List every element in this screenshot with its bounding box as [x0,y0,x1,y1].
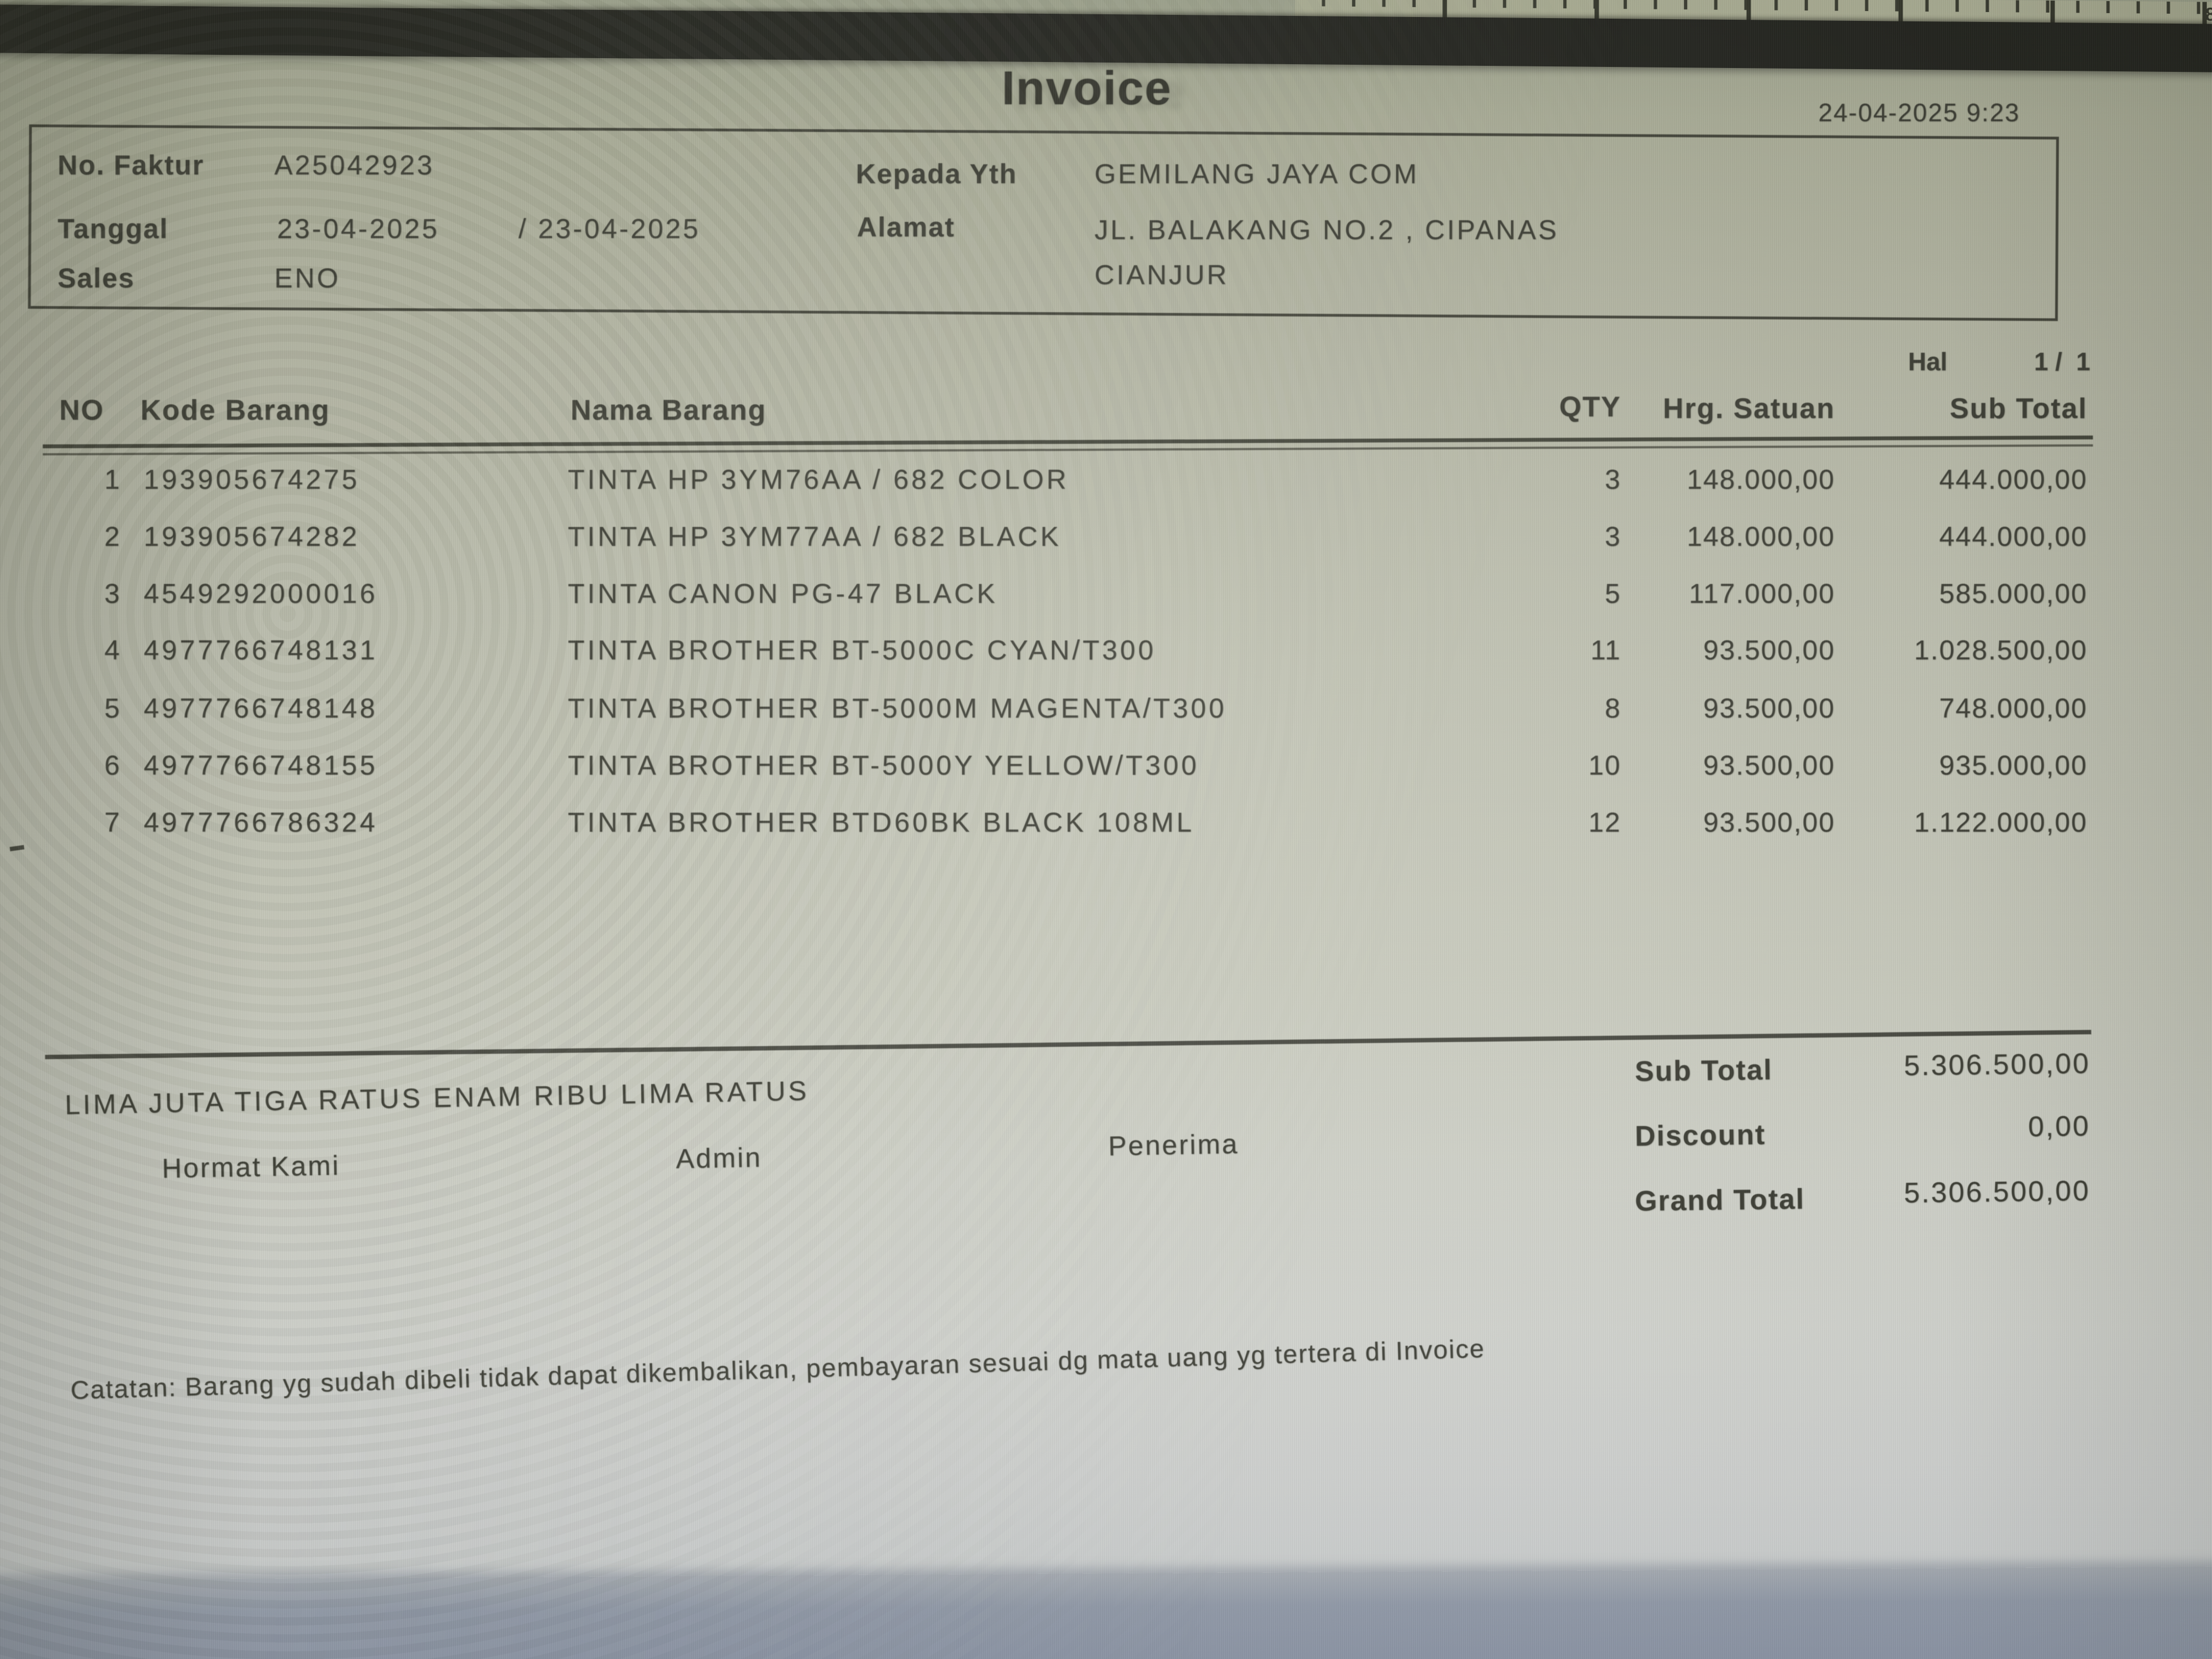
alamat-value-line2: CIANJUR [1094,259,1229,290]
no-faktur-value: A25042923 [274,150,435,180]
tanggal-value-2: / 23-04-2025 [518,213,701,244]
cell-nama: TINTA BROTHER BT-5000M MAGENTA/T300 [568,693,1227,724]
penerima-label: Penerima [1108,1128,1239,1162]
table-row: 1 193905674275 TINTA HP 3YM76AA / 682 CO… [0,464,2212,496]
cell-subtotal: 748.000,00 [1939,693,2087,724]
cell-kode: 193905674275 [144,464,360,495]
cell-kode: 4977766748155 [144,750,378,781]
cell-qty: 3 [1605,521,1621,552]
cell-no: 6 [104,750,120,781]
totals-divider [45,1030,2091,1059]
cell-nama: TINTA BROTHER BT-5000C CYAN/T300 [568,635,1156,665]
amount-in-words: LIMA JUTA TIGA RATUS ENAM RIBU LIMA RATU… [64,1075,810,1121]
cell-qty: 8 [1605,693,1621,724]
cell-nama: TINTA BROTHER BTD60BK BLACK 108ML [568,807,1195,838]
cell-no: 4 [104,635,120,665]
col-header-kode: Kode Barang [140,394,330,426]
grand-total-label: Grand Total [1634,1183,1805,1217]
discount-value: 0,00 [2028,1110,2091,1143]
subtotal-label: Sub Total [1634,1054,1773,1088]
cell-qty: 11 [1590,635,1621,665]
cell-nama: TINTA HP 3YM77AA / 682 BLACK [568,521,1062,552]
table-row: 3 4549292000016 TINTA CANON PG-47 BLACK … [0,578,2212,611]
tanggal-value: 23-04-2025 [277,213,439,244]
cell-qty: 5 [1605,578,1621,609]
cell-kode: 4549292000016 [144,578,378,609]
grand-total-value: 5.306.500,00 [1904,1175,2091,1210]
stray-mark [9,845,25,851]
cell-no: 5 [104,693,120,724]
cell-nama: TINTA BROTHER BT-5000Y YELLOW/T300 [568,750,1199,781]
col-header-no: NO [59,394,104,426]
cell-qty: 12 [1588,807,1621,838]
table-row: 4 4977766748131 TINTA BROTHER BT-5000C C… [0,634,2212,667]
cell-qty: 3 [1605,464,1621,495]
table-row: 2 193905674282 TINTA HP 3YM77AA / 682 BL… [0,521,2212,554]
kepada-label: Kepada Yth [856,159,1018,189]
cell-kode: 4977766748148 [144,693,378,724]
cell-no: 3 [104,578,120,609]
ruler-number: 8 [2205,4,2212,25]
printed-timestamp: 24-04-2025 9:23 [1818,98,2020,127]
col-header-qty: QTY [1559,391,1621,423]
table-row: 5 4977766748148 TINTA BROTHER BT-5000M M… [0,692,2212,725]
cell-harga: 93.500,00 [1703,750,1835,781]
subtotal-value: 5.306.500,00 [1904,1047,2091,1082]
cell-nama: TINTA HP 3YM76AA / 682 COLOR [568,464,1069,495]
cell-kode: 4977766748131 [144,635,378,665]
table-row: 6 4977766748155 TINTA BROTHER BT-5000Y Y… [0,749,2212,782]
tanggal-label: Tanggal [58,213,168,244]
cell-harga: 93.500,00 [1703,693,1835,724]
cell-subtotal: 444.000,00 [1939,521,2087,552]
cell-harga: 93.500,00 [1703,635,1835,665]
catatan-note: Catatan: Barang yg sudah dibeli tidak da… [70,1333,1486,1405]
cell-nama: TINTA CANON PG-47 BLACK [568,578,998,609]
sales-value: ENO [274,263,341,294]
col-header-hrg-satuan: Hrg. Satuan [1663,393,1835,425]
cell-subtotal: 1.122.000,00 [1914,807,2087,838]
cell-harga: 148.000,00 [1686,464,1835,495]
hormat-kami-label: Hormat Kami [161,1150,341,1184]
cell-harga: 148.000,00 [1686,521,1835,552]
col-header-nama: Nama Barang [571,394,767,426]
cell-kode: 193905674282 [144,521,360,552]
table-row: 7 4977766786324 TINTA BROTHER BTD60BK BL… [0,806,2212,839]
hal-label: Hal [1908,347,1948,376]
cell-subtotal: 585.000,00 [1939,578,2087,609]
cell-no: 2 [104,521,120,552]
discount-label: Discount [1634,1119,1766,1153]
col-header-sub-total: Sub Total [1949,393,2087,425]
page-title: Invoice [1002,62,1172,115]
cell-subtotal: 935.000,00 [1939,750,2087,781]
cell-harga: 117.000,00 [1689,578,1835,609]
admin-label: Admin [675,1142,763,1175]
cell-qty: 10 [1588,750,1621,781]
cell-harga: 93.500,00 [1703,807,1835,838]
cell-no: 1 [104,464,120,495]
alamat-label: Alamat [857,212,955,242]
window-bottom-strip [0,1566,2212,1659]
cell-no: 7 [104,807,120,838]
cell-subtotal: 444.000,00 [1939,464,2087,495]
alamat-value-line1: JL. BALAKANG NO.2 , CIPANAS [1094,215,1559,245]
kepada-value: GEMILANG JAYA COM [1094,159,1419,189]
cell-subtotal: 1.028.500,00 [1914,635,2087,665]
sales-label: Sales [58,263,135,294]
hal-value: 1 / 1 [2034,347,2090,376]
table-header-divider [42,435,2094,456]
no-faktur-label: No. Faktur [58,150,205,180]
cell-kode: 4977766786324 [144,807,378,838]
